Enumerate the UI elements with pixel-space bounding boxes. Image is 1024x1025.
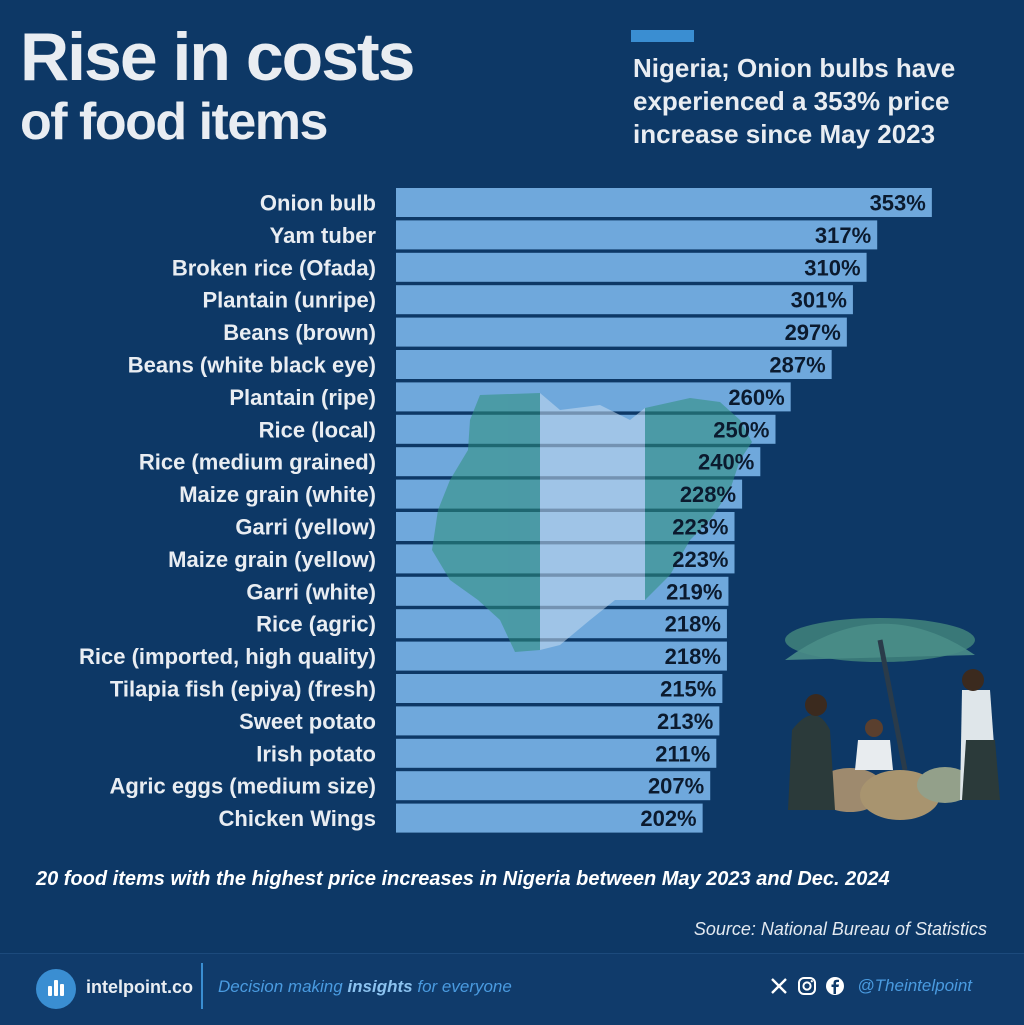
bar-14 [396, 641, 727, 671]
category-label: Broken rice (Ofada) [172, 255, 376, 280]
bar-15 [396, 674, 723, 703]
value-label: 211% [655, 741, 710, 766]
value-label: 215% [660, 677, 716, 702]
category-label: Rice (agric) [256, 612, 376, 637]
category-label: Rice (local) [259, 417, 376, 442]
value-label: 207% [648, 774, 704, 799]
value-label: 240% [698, 450, 754, 475]
tagline: Decision making insights for everyone [218, 977, 512, 996]
category-label: Beans (white black eye) [128, 353, 376, 378]
value-label: 301% [791, 288, 847, 313]
source-note: Source: National Bureau of Statistics [693, 919, 987, 939]
category-label: Onion bulb [260, 191, 376, 216]
bar-19 [396, 803, 703, 833]
bar-1 [396, 220, 878, 250]
value-label: 353% [870, 191, 926, 216]
nigeria-map-illustration [432, 393, 752, 652]
accent-bar [631, 30, 694, 42]
bar-2 [396, 252, 867, 282]
category-label: Irish potato [256, 741, 376, 766]
page-title-line2: of food items [20, 93, 328, 151]
instagram-icon[interactable] [797, 976, 817, 996]
market-illustration [785, 618, 1000, 820]
footer-divider [201, 963, 203, 1009]
category-label: Plantain (ripe) [229, 385, 376, 410]
bar-5 [396, 350, 832, 379]
category-label: Beans (brown) [223, 320, 376, 345]
category-label: Garri (white) [246, 579, 376, 604]
brand-link[interactable]: intelpoint.co [86, 977, 193, 997]
footer: intelpoint.co Decision making insights f… [0, 953, 1024, 1025]
value-label: 219% [666, 579, 722, 604]
intelpoint-logo-icon[interactable] [36, 969, 76, 1009]
bar-18 [396, 771, 711, 801]
value-label: 213% [657, 709, 713, 734]
value-label: 317% [815, 223, 871, 248]
bar-3 [396, 285, 853, 315]
value-label: 223% [672, 547, 728, 572]
category-label: Garri (yellow) [235, 515, 376, 540]
value-label: 218% [665, 612, 721, 637]
social-handle[interactable]: @Theintelpoint [857, 976, 972, 995]
bar-0 [396, 188, 932, 217]
category-label: Yam tuber [270, 223, 377, 248]
facebook-icon[interactable] [825, 976, 845, 996]
category-label: Rice (medium grained) [139, 450, 376, 475]
bar-17 [396, 738, 717, 768]
category-label: Maize grain (yellow) [168, 547, 376, 572]
value-label: 297% [785, 320, 841, 345]
bar-chart: Onion bulb Yam tuber Broken rice (Ofada) Pl… [79, 188, 1000, 833]
value-label: 223% [672, 515, 728, 540]
value-label: 287% [769, 353, 825, 378]
x-icon[interactable] [769, 976, 789, 996]
category-label: Plantain (unripe) [202, 288, 376, 313]
category-label: Agric eggs (medium size) [109, 774, 376, 799]
value-label: 310% [804, 255, 860, 280]
category-label: Maize grain (white) [179, 482, 376, 507]
value-label: 250% [713, 417, 769, 442]
value-label: 202% [640, 806, 696, 831]
value-label: 218% [665, 644, 721, 669]
page-title: Rise in costs [20, 19, 415, 95]
category-label: Rice (imported, high quality) [79, 644, 376, 669]
social-links: @Theintelpoint [769, 974, 972, 998]
category-label: Sweet potato [239, 709, 376, 734]
value-label: 228% [680, 482, 736, 507]
chart-caption: 20 food items with the highest price inc… [36, 868, 890, 890]
category-label: Chicken Wings [219, 806, 377, 831]
subtitle: Nigeria; Onion bulbs have experienced a … [633, 53, 956, 149]
category-label: Tilapia fish (epiya) (fresh) [110, 677, 376, 702]
bar-4 [396, 317, 847, 347]
bar-16 [396, 706, 720, 736]
value-label: 260% [728, 385, 784, 410]
